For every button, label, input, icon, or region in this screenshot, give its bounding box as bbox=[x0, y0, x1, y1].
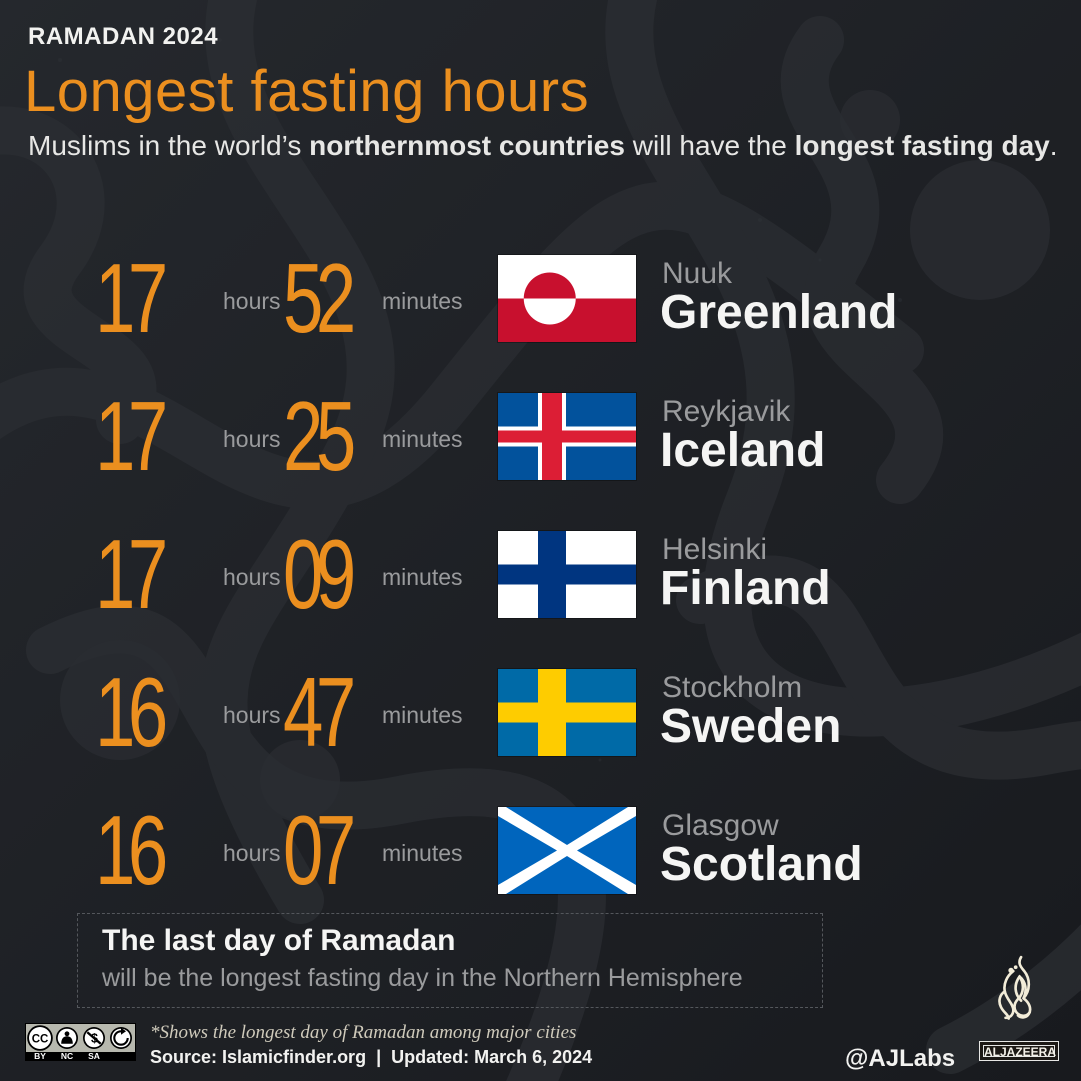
svg-text:CC: CC bbox=[32, 1034, 49, 1046]
svg-text:SA: SA bbox=[88, 1051, 100, 1061]
svg-text:BY: BY bbox=[34, 1051, 46, 1061]
svg-text:NC: NC bbox=[61, 1051, 73, 1061]
